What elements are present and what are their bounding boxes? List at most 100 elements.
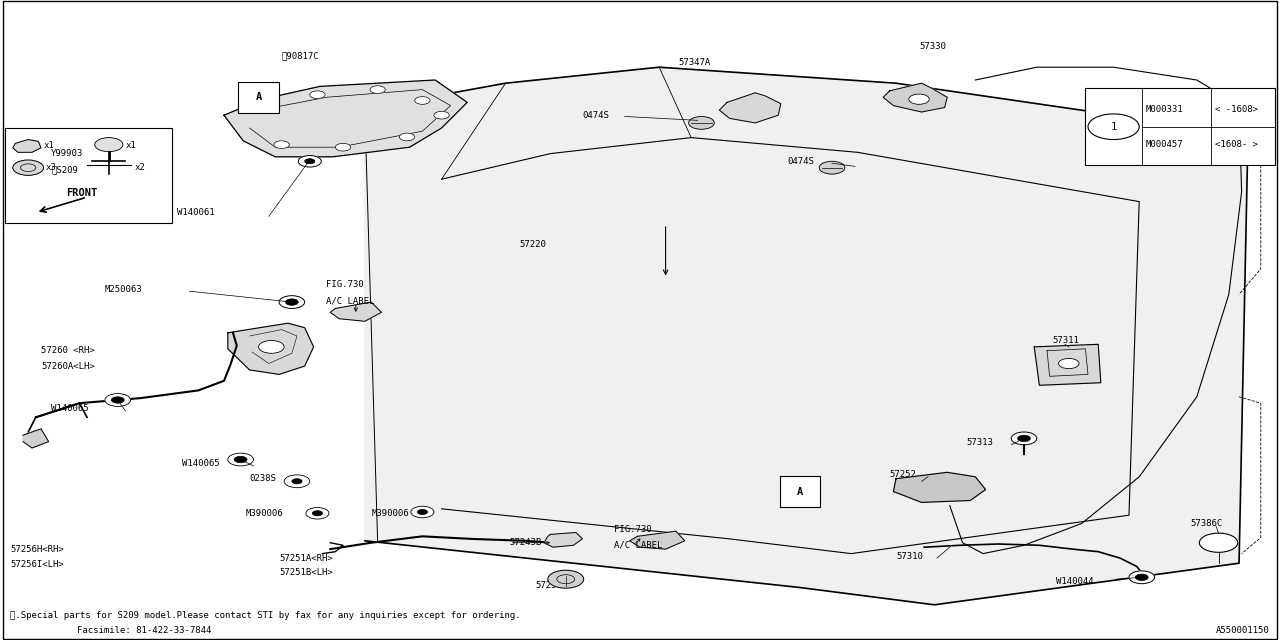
Circle shape bbox=[1199, 533, 1238, 552]
Circle shape bbox=[819, 161, 845, 174]
Text: M390006: M390006 bbox=[371, 509, 408, 518]
Polygon shape bbox=[228, 323, 314, 374]
Polygon shape bbox=[23, 429, 49, 448]
Text: ※90817C: ※90817C bbox=[282, 52, 319, 61]
Text: A550001150: A550001150 bbox=[1216, 626, 1270, 635]
Circle shape bbox=[1135, 574, 1148, 580]
Circle shape bbox=[95, 138, 123, 152]
Text: 57260 <RH>: 57260 <RH> bbox=[41, 346, 95, 355]
Circle shape bbox=[415, 97, 430, 104]
Text: x2: x2 bbox=[134, 163, 145, 172]
Polygon shape bbox=[544, 532, 582, 547]
Text: x1: x1 bbox=[125, 141, 136, 150]
Polygon shape bbox=[719, 93, 781, 123]
Circle shape bbox=[259, 340, 284, 353]
Bar bbox=[238, 82, 279, 113]
Text: 0474S: 0474S bbox=[787, 157, 814, 166]
Circle shape bbox=[434, 111, 449, 119]
Polygon shape bbox=[224, 80, 467, 157]
Circle shape bbox=[370, 86, 385, 93]
Circle shape bbox=[284, 475, 310, 488]
Circle shape bbox=[399, 133, 415, 141]
Circle shape bbox=[298, 156, 321, 167]
Circle shape bbox=[1011, 432, 1037, 445]
Text: 57256I<LH>: 57256I<LH> bbox=[10, 560, 64, 569]
Bar bbox=[5, 128, 172, 223]
Circle shape bbox=[1059, 358, 1079, 369]
Text: 57220: 57220 bbox=[520, 240, 547, 249]
Circle shape bbox=[1088, 114, 1139, 140]
Text: ※.Special parts for S209 model.Please contact STI by fax for any inquiries excep: ※.Special parts for S209 model.Please co… bbox=[10, 611, 521, 620]
Text: Y99903: Y99903 bbox=[51, 149, 83, 158]
Text: 57311: 57311 bbox=[1052, 336, 1079, 345]
Text: A/C LABEL: A/C LABEL bbox=[326, 296, 375, 305]
Text: <1608- >: <1608- > bbox=[1215, 140, 1258, 149]
Polygon shape bbox=[365, 67, 1248, 605]
Circle shape bbox=[1129, 571, 1155, 584]
Text: < -1608>: < -1608> bbox=[1215, 104, 1258, 113]
Text: ※S209: ※S209 bbox=[51, 165, 78, 174]
Text: 57243B: 57243B bbox=[509, 538, 541, 547]
Circle shape bbox=[909, 94, 929, 104]
Circle shape bbox=[285, 299, 298, 305]
Text: 57310: 57310 bbox=[896, 552, 923, 561]
Polygon shape bbox=[630, 531, 685, 549]
Text: M250063: M250063 bbox=[105, 285, 142, 294]
Circle shape bbox=[261, 100, 276, 108]
Text: 57260A<LH>: 57260A<LH> bbox=[41, 362, 95, 371]
Polygon shape bbox=[893, 472, 986, 502]
Text: FIG.730: FIG.730 bbox=[326, 280, 364, 289]
Circle shape bbox=[417, 509, 428, 515]
Circle shape bbox=[105, 394, 131, 406]
Text: W140061: W140061 bbox=[177, 208, 214, 217]
Polygon shape bbox=[13, 140, 41, 152]
Circle shape bbox=[234, 456, 247, 463]
Circle shape bbox=[689, 116, 714, 129]
Text: x3: x3 bbox=[46, 163, 56, 172]
Circle shape bbox=[279, 296, 305, 308]
Circle shape bbox=[312, 511, 323, 516]
Text: x1: x1 bbox=[44, 141, 54, 150]
Text: Facsimile: 81-422-33-7844: Facsimile: 81-422-33-7844 bbox=[77, 626, 211, 635]
Text: 57347A: 57347A bbox=[678, 58, 710, 67]
Text: M000331: M000331 bbox=[1146, 104, 1183, 113]
Circle shape bbox=[274, 141, 289, 148]
Text: 57313: 57313 bbox=[966, 438, 993, 447]
Text: W140065: W140065 bbox=[51, 404, 88, 413]
Text: W140065: W140065 bbox=[182, 460, 219, 468]
Text: 57256H<RH>: 57256H<RH> bbox=[10, 545, 64, 554]
Circle shape bbox=[310, 91, 325, 99]
Bar bbox=[780, 476, 820, 507]
Circle shape bbox=[1018, 435, 1030, 442]
Circle shape bbox=[306, 508, 329, 519]
Text: 57254: 57254 bbox=[535, 581, 562, 590]
Polygon shape bbox=[1034, 344, 1101, 385]
Bar bbox=[1085, 88, 1275, 165]
Polygon shape bbox=[883, 83, 947, 112]
Circle shape bbox=[548, 570, 584, 588]
Text: 0238S: 0238S bbox=[250, 474, 276, 483]
Text: A: A bbox=[797, 486, 803, 497]
Text: A: A bbox=[256, 92, 261, 102]
Polygon shape bbox=[330, 302, 381, 321]
Text: 57251B<LH>: 57251B<LH> bbox=[279, 568, 333, 577]
Text: 57251A<RH>: 57251A<RH> bbox=[279, 554, 333, 563]
Circle shape bbox=[13, 160, 44, 175]
Circle shape bbox=[411, 506, 434, 518]
Circle shape bbox=[305, 159, 315, 164]
Text: 0474S: 0474S bbox=[582, 111, 609, 120]
Circle shape bbox=[335, 143, 351, 151]
Text: FRONT: FRONT bbox=[67, 188, 97, 198]
Circle shape bbox=[111, 397, 124, 403]
Circle shape bbox=[292, 479, 302, 484]
Text: W140044: W140044 bbox=[1056, 577, 1093, 586]
Text: A/C LABEL: A/C LABEL bbox=[614, 541, 663, 550]
Circle shape bbox=[228, 453, 253, 466]
Text: 57330: 57330 bbox=[919, 42, 946, 51]
Text: 1: 1 bbox=[1111, 122, 1116, 132]
Text: M390006: M390006 bbox=[246, 509, 283, 518]
Text: 57386C: 57386C bbox=[1190, 519, 1222, 528]
Text: FIG.730: FIG.730 bbox=[614, 525, 652, 534]
Text: 57252: 57252 bbox=[890, 470, 916, 479]
Text: M000457: M000457 bbox=[1146, 140, 1183, 149]
